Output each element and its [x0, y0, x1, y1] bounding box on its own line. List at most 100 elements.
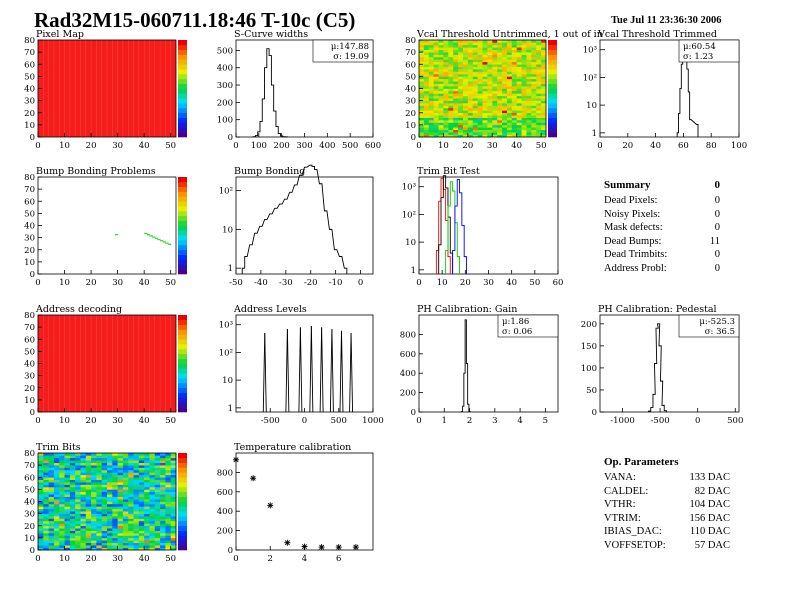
heatmap-cell	[154, 518, 161, 522]
dead-bump-cell	[144, 232, 148, 235]
heatmap-cell	[128, 547, 134, 551]
heatmap-cell	[144, 508, 150, 512]
heatmap-cell	[59, 528, 65, 531]
palette-cell	[178, 334, 187, 340]
heatmap-cell	[154, 491, 161, 495]
heatmap-cell	[536, 90, 542, 94]
heatmap-cell	[59, 533, 65, 536]
heatmap-cell	[53, 465, 60, 468]
heatmap-cell	[133, 453, 140, 456]
heatmap-cell	[448, 127, 454, 131]
heatmap-cell	[497, 78, 503, 82]
heatmap-cell	[170, 460, 177, 463]
heatmap-cell	[433, 83, 439, 87]
summary-row: Mask defects: 0	[604, 222, 720, 236]
stats-box	[497, 314, 559, 338]
heatmap-cell	[472, 117, 478, 121]
heatmap-cell	[497, 59, 503, 63]
heatmap-cell	[165, 462, 171, 466]
y-tick-label: 0	[228, 133, 233, 143]
x-tick-label: 500	[342, 141, 358, 151]
palette-cell	[178, 230, 187, 236]
heatmap-cell	[467, 81, 474, 84]
chart-title: PH Calibration: Pedestal	[598, 304, 717, 315]
heatmap-cell	[91, 460, 97, 463]
heatmap-cell	[149, 455, 156, 459]
heatmap-cell	[59, 508, 65, 512]
heatmap-cell	[53, 472, 60, 476]
heatmap-cell	[502, 115, 508, 118]
heatmap-cell	[428, 44, 434, 48]
heatmap-cell	[526, 124, 532, 128]
palette-cell	[178, 112, 187, 118]
heatmap-cell	[91, 518, 97, 522]
heatmap-cell	[492, 129, 498, 133]
heatmap-cell	[160, 503, 166, 507]
summary-panel: Summary 0 Dead Pixels: 0 Noisy Pixels: 0 M…	[604, 179, 720, 277]
heatmap-cell	[75, 525, 81, 529]
heatmap-cell	[448, 61, 454, 65]
heatmap-cell	[526, 76, 532, 80]
heatmap-cell	[472, 59, 478, 63]
heatmap-cell	[433, 71, 439, 75]
heatmap-cell	[443, 56, 449, 60]
heatmap-cell	[117, 460, 124, 463]
heatmap-cell	[122, 530, 129, 534]
heatmap-cell	[101, 499, 108, 502]
heatmap-cell	[462, 56, 469, 60]
heatmap-cell	[122, 489, 129, 493]
heatmap-cell	[122, 494, 129, 497]
heatmap-cell	[438, 83, 444, 87]
heatmap-cell	[112, 533, 118, 536]
heatmap-cell	[101, 465, 108, 468]
heatmap-cell	[453, 117, 459, 121]
heatmap-cell	[419, 129, 425, 133]
palette-cell	[178, 177, 187, 183]
heatmap-cell	[433, 86, 439, 89]
heatmap-cell	[107, 462, 113, 466]
heatmap-cell	[160, 508, 166, 512]
heatmap-cell	[502, 120, 508, 123]
heatmap-cell	[144, 533, 150, 536]
heatmap-cell	[160, 484, 166, 488]
op-parameter-row: VANA: 133 DAC	[604, 472, 730, 486]
heatmap-cell	[112, 453, 118, 456]
heatmap-cell	[154, 455, 161, 459]
heatmap-cell	[48, 506, 55, 510]
heatmap-cell	[38, 540, 44, 544]
heatmap-cell	[487, 42, 493, 46]
heatmap-cell	[467, 86, 474, 89]
heatmap-cell	[53, 530, 60, 534]
heatmap-cell	[458, 110, 464, 114]
heatmap-cell	[487, 127, 493, 131]
heatmap-cell	[48, 486, 55, 490]
palette-cell	[178, 225, 187, 231]
heatmap-cell	[458, 61, 464, 65]
heatmap-cell	[502, 83, 508, 87]
heatmap-cell	[69, 491, 76, 495]
op-parameter-label: VTHR:	[604, 499, 636, 511]
heatmap-cell	[536, 129, 542, 133]
heatmap-cell	[462, 73, 469, 77]
heatmap-cell	[149, 508, 156, 512]
heatmap-cell	[38, 460, 44, 463]
heatmap-cell	[521, 107, 527, 111]
heatmap-cell	[117, 503, 124, 507]
heatmap-cell	[487, 73, 493, 77]
heatmap-cell	[48, 537, 55, 541]
heatmap-cell	[43, 508, 49, 512]
heatmap-cell	[154, 457, 161, 461]
heatmap-cell	[75, 486, 81, 490]
heatmap-cell	[144, 496, 150, 500]
heatmap-cell	[428, 52, 434, 55]
y-tick-label: 50	[405, 72, 416, 82]
heatmap-cell	[59, 469, 65, 473]
heatmap-cell	[85, 484, 92, 488]
heatmap-cell	[59, 455, 65, 459]
heatmap-cell	[453, 73, 459, 77]
heatmap-cell	[536, 127, 542, 131]
heatmap-cell	[64, 499, 71, 502]
chart-title: PH Calibration: Gain	[417, 304, 517, 315]
heatmap-cell	[128, 469, 134, 473]
heatmap-cell	[53, 547, 60, 551]
